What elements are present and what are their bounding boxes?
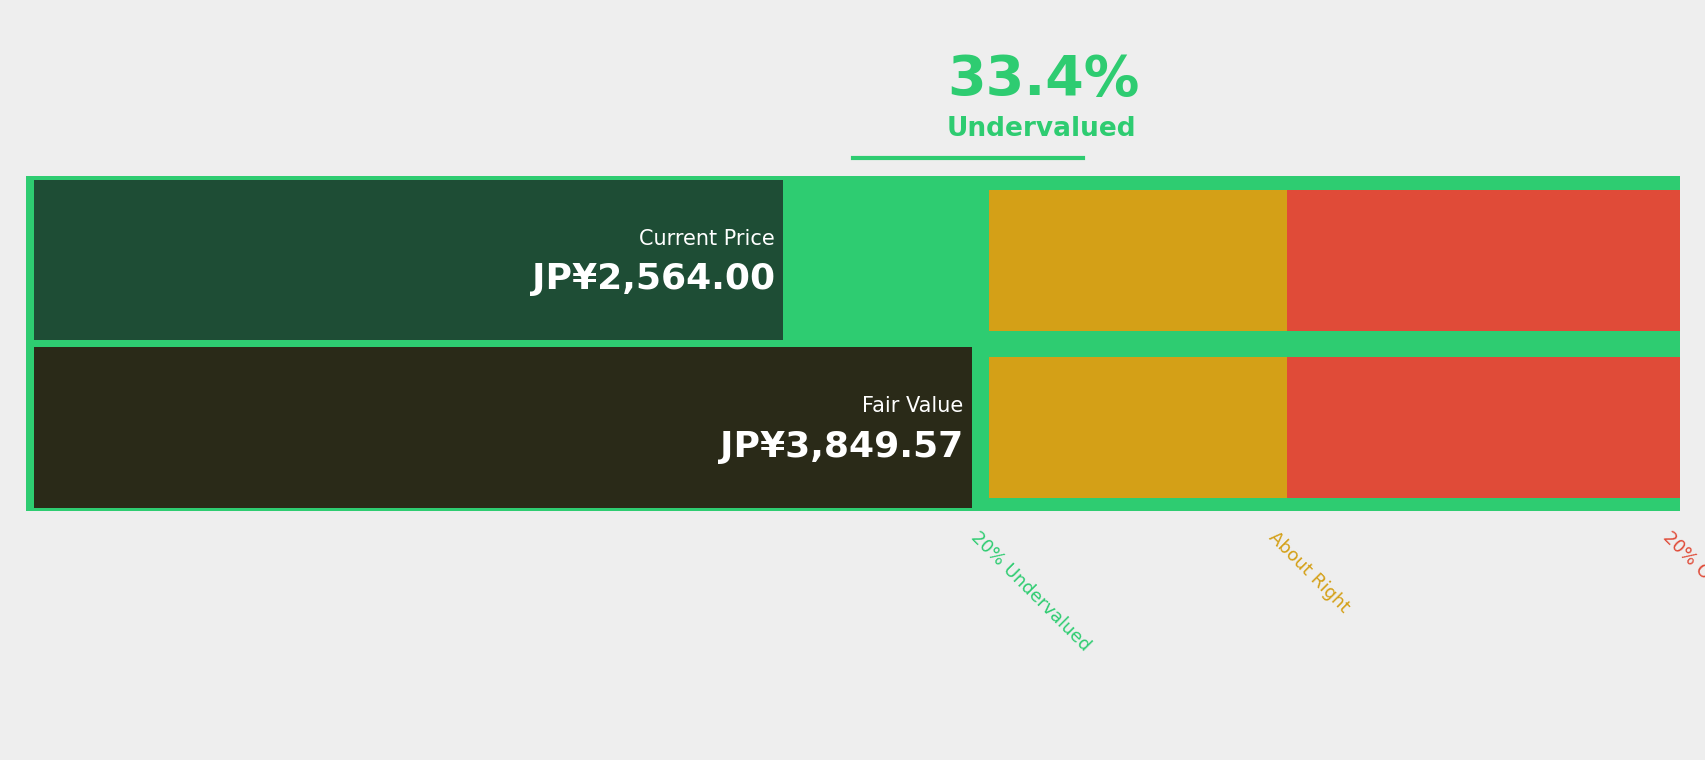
- Bar: [26, 190, 989, 331]
- Text: Current Price: Current Price: [639, 229, 774, 249]
- Bar: [989, 190, 1286, 331]
- Text: About Right: About Right: [1265, 528, 1352, 616]
- Bar: [26, 344, 1679, 357]
- Text: 20% Overvalued: 20% Overvalued: [1659, 528, 1705, 647]
- Bar: [34, 347, 972, 508]
- Bar: [989, 357, 1286, 498]
- Text: Undervalued: Undervalued: [946, 116, 1136, 142]
- Text: JP¥3,849.57: JP¥3,849.57: [720, 429, 963, 464]
- Bar: [1286, 357, 1679, 498]
- Text: 20% Undervalued: 20% Undervalued: [967, 528, 1093, 655]
- Text: Fair Value: Fair Value: [861, 396, 963, 416]
- Text: 33.4%: 33.4%: [946, 52, 1139, 107]
- Bar: [26, 498, 1679, 511]
- Bar: [26, 176, 1679, 190]
- Bar: [26, 331, 1679, 344]
- Bar: [1286, 190, 1679, 331]
- Text: JP¥2,564.00: JP¥2,564.00: [532, 262, 774, 296]
- Bar: [34, 180, 783, 340]
- Bar: [26, 357, 989, 498]
